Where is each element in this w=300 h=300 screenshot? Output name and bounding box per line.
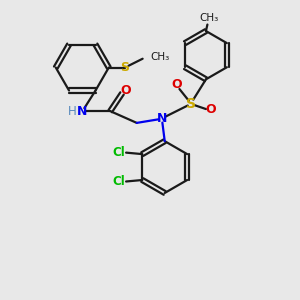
Text: O: O (206, 103, 216, 116)
Text: N: N (157, 112, 167, 125)
Text: O: O (120, 84, 131, 97)
Text: Cl: Cl (112, 146, 125, 158)
Text: S: S (121, 61, 130, 74)
Text: N: N (77, 105, 88, 118)
Text: CH₃: CH₃ (150, 52, 169, 62)
Text: Cl: Cl (112, 175, 125, 188)
Text: S: S (186, 97, 196, 111)
Text: O: O (171, 78, 182, 91)
Text: H: H (68, 105, 77, 118)
Text: CH₃: CH₃ (199, 13, 218, 23)
